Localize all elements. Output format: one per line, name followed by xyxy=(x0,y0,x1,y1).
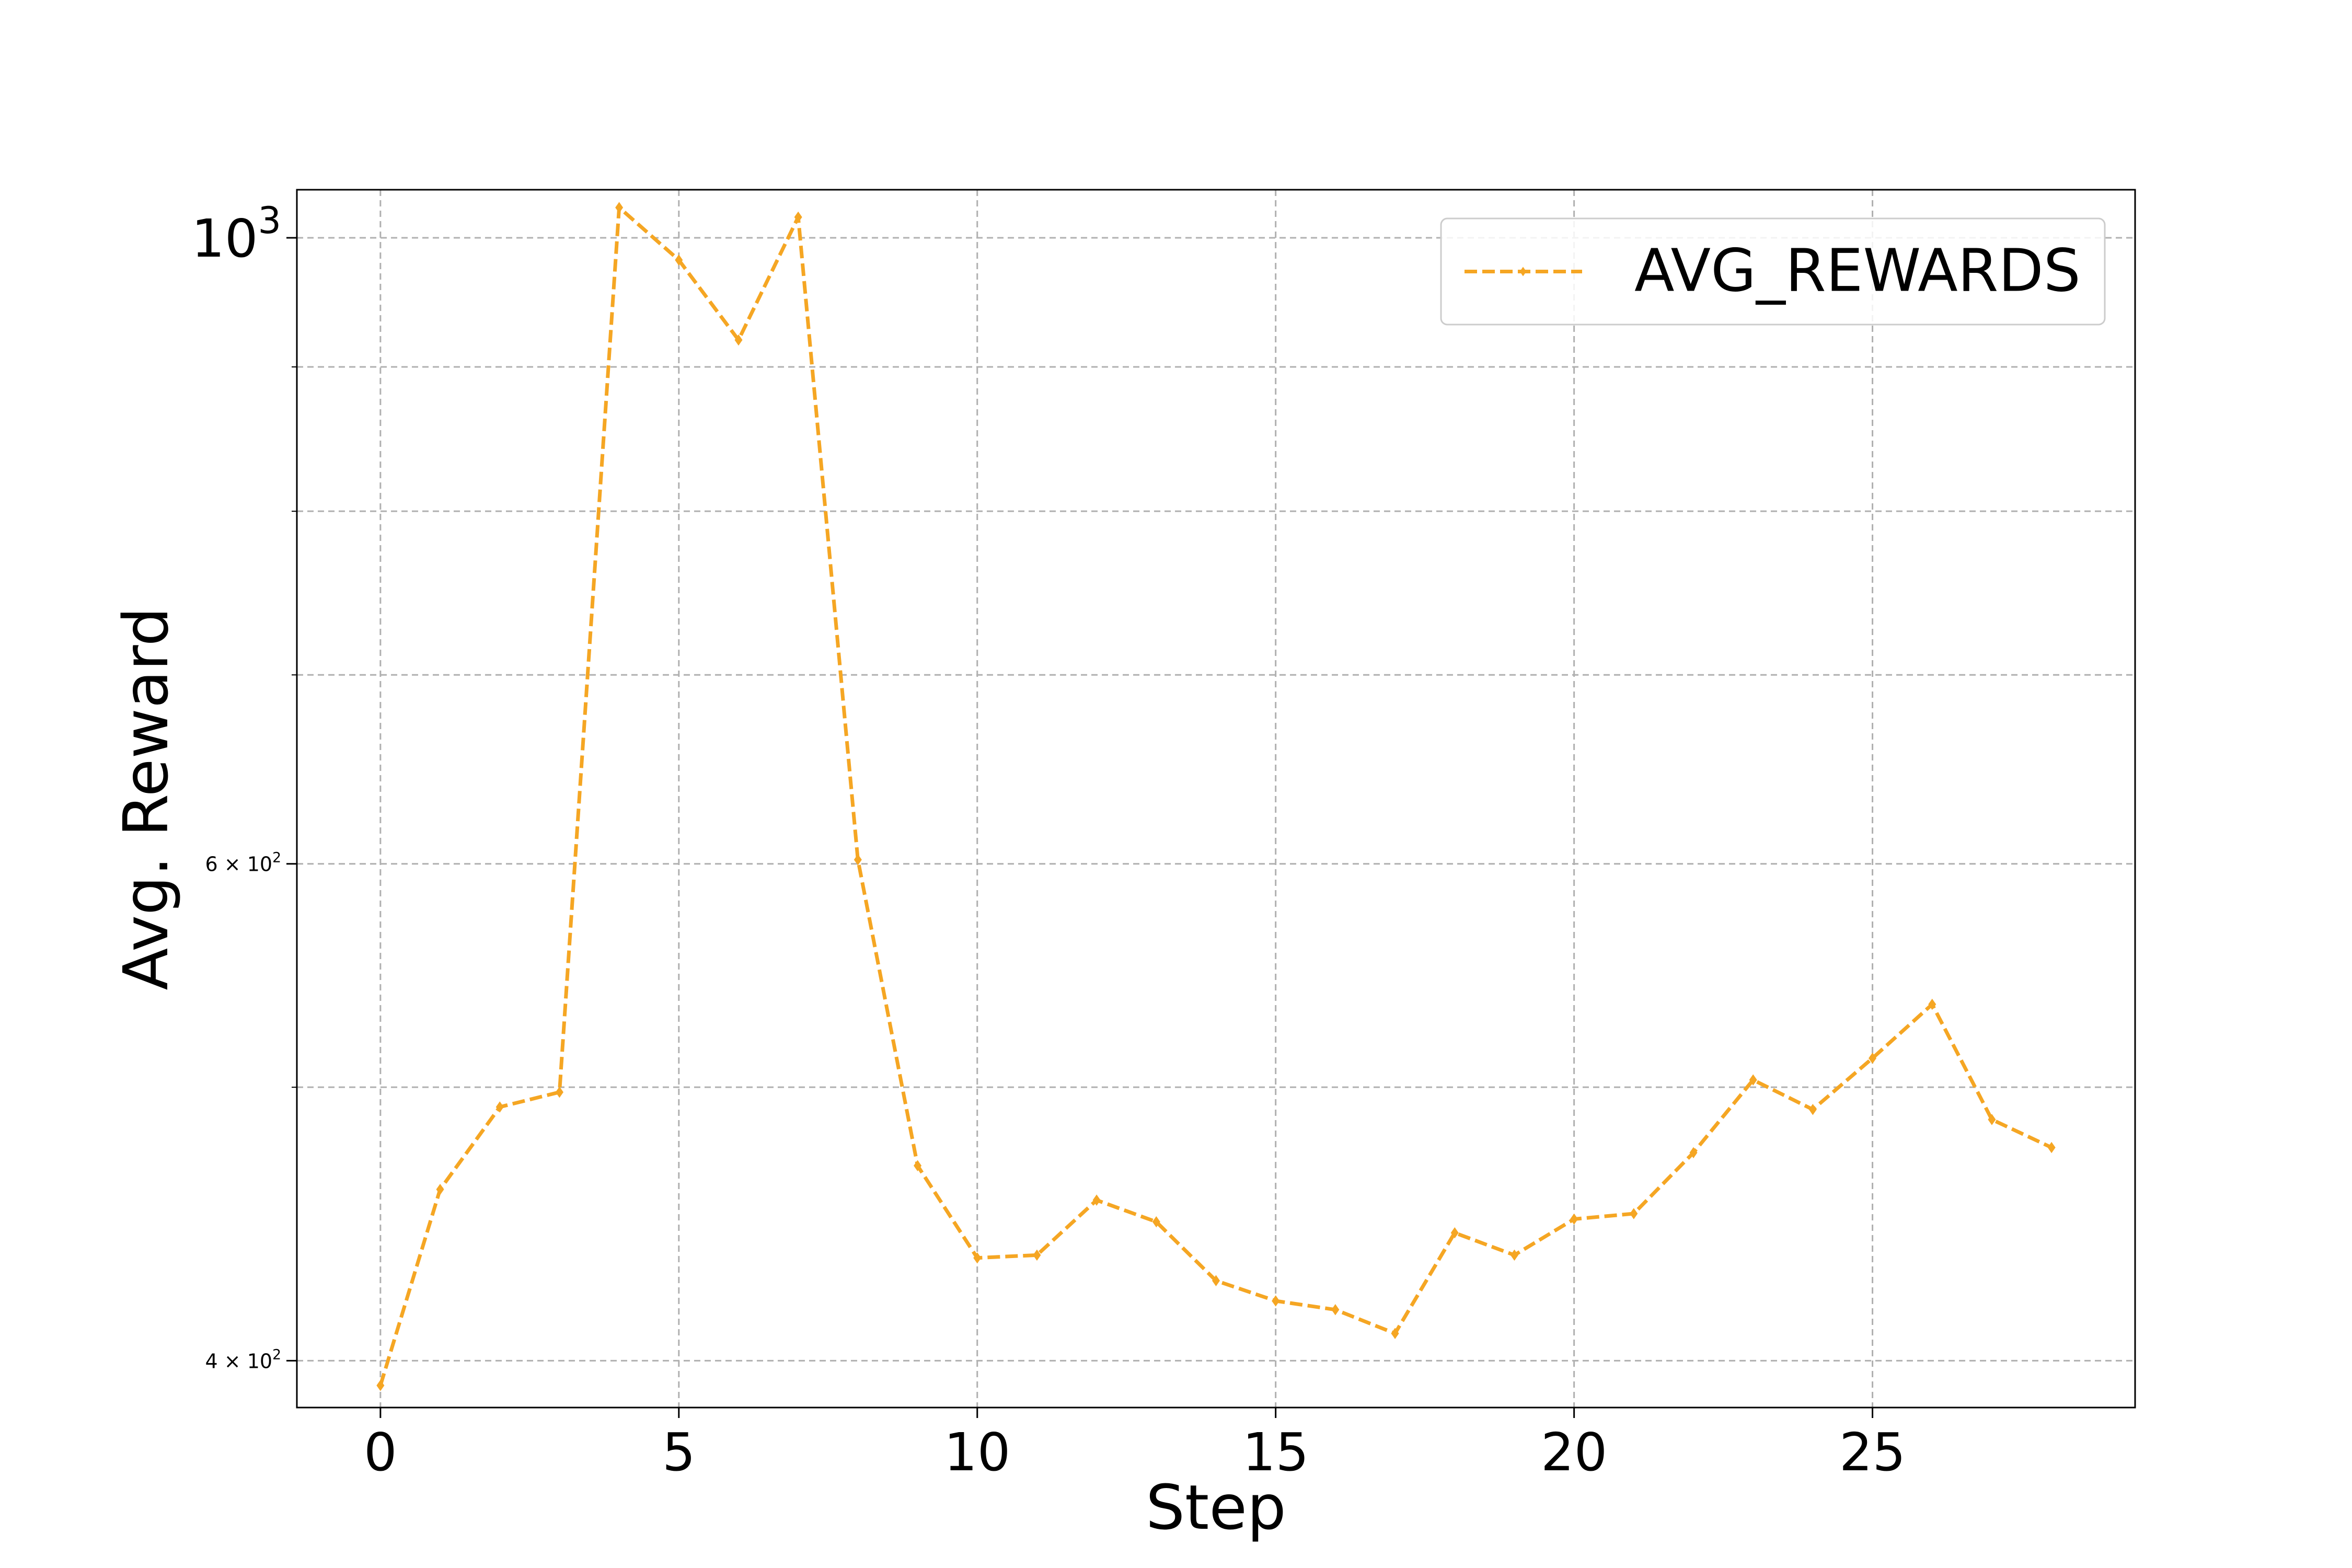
data-point xyxy=(1988,1114,1996,1125)
data-point xyxy=(376,1380,385,1391)
legend-marker xyxy=(1519,267,1527,276)
legend-box xyxy=(1440,217,2106,326)
series-line-avg-rewards xyxy=(378,205,2053,1386)
x-tick-label: 25 xyxy=(1839,1422,1906,1483)
x-axis-label: Step xyxy=(1146,1471,1286,1543)
legend-label: AVG_REWARDS xyxy=(1634,237,2081,305)
data-point xyxy=(794,211,802,223)
x-tick-label: 5 xyxy=(662,1422,696,1483)
data-point xyxy=(734,334,743,346)
data-point xyxy=(675,254,683,266)
data-point xyxy=(1212,1275,1220,1286)
data-point xyxy=(1570,1213,1578,1225)
series-layer xyxy=(376,202,2056,1391)
data-point xyxy=(1630,1208,1638,1219)
y-tick-label: 6 × 102 xyxy=(205,850,281,876)
x-tick-label: 15 xyxy=(1242,1422,1309,1483)
data-point xyxy=(1272,1295,1280,1307)
data-point xyxy=(615,202,624,213)
x-tick-label: 10 xyxy=(944,1422,1010,1483)
data-point xyxy=(555,1086,563,1098)
data-point xyxy=(973,1252,982,1264)
data-point xyxy=(1450,1227,1459,1239)
legend: AVG_REWARDS xyxy=(1440,217,2106,326)
data-point xyxy=(854,854,862,866)
data-point xyxy=(1808,1104,1817,1115)
y-tick-label: 4 × 102 xyxy=(205,1346,281,1373)
data-point xyxy=(436,1183,444,1195)
data-point xyxy=(1689,1147,1698,1159)
x-axis: 0 5 10 15 20 25 xyxy=(364,1408,1906,1483)
data-point xyxy=(1928,998,1936,1010)
x-tick-label: 0 xyxy=(364,1422,397,1483)
data-point xyxy=(2047,1142,2056,1154)
y-axis-label: Avg. Reward xyxy=(110,607,182,990)
data-point xyxy=(914,1160,922,1171)
plot-frame xyxy=(296,189,2136,1409)
data-point xyxy=(1152,1216,1160,1228)
x-tick-label: 20 xyxy=(1541,1422,1607,1483)
data-point xyxy=(1331,1304,1340,1316)
data-point xyxy=(1092,1194,1101,1206)
data-point xyxy=(1749,1074,1757,1086)
data-point xyxy=(1391,1328,1399,1339)
data-point xyxy=(1510,1249,1518,1261)
y-axis: 4 × 102 6 × 102 103 xyxy=(191,199,297,1373)
grid xyxy=(297,190,2135,1408)
data-point xyxy=(495,1101,504,1113)
y-tick-label: 103 xyxy=(191,199,281,269)
data-point xyxy=(1869,1052,1877,1064)
data-point xyxy=(1033,1249,1041,1261)
